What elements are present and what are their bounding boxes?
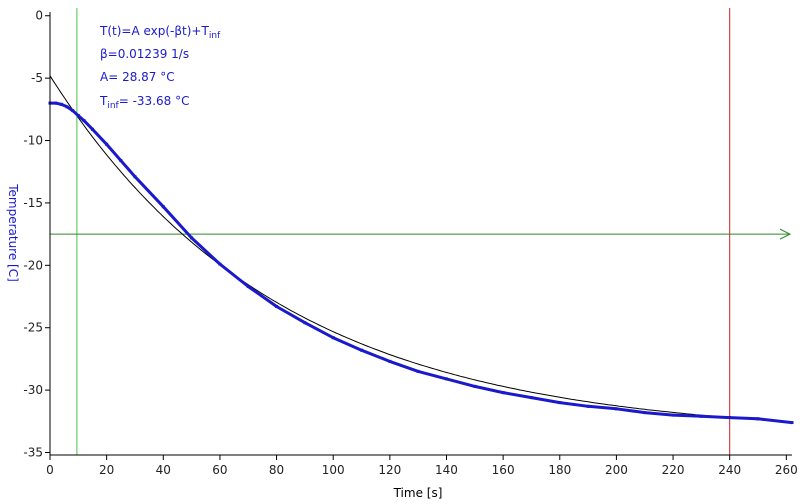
temperature-data-point — [190, 236, 194, 240]
temperature-series-line — [50, 101, 793, 425]
x-tick-label: 180 — [548, 463, 571, 477]
y-tick-label: -5 — [31, 71, 43, 85]
x-tick-label: 100 — [322, 463, 345, 477]
temperature-data-point — [671, 413, 675, 417]
temperature-data-point — [119, 158, 123, 162]
x-tick-label: 260 — [775, 463, 798, 477]
temperature-data-point — [331, 336, 335, 340]
x-tick-label: 20 — [99, 463, 114, 477]
y-tick-label: -10 — [23, 134, 43, 148]
temperature-data-point — [76, 114, 80, 118]
y-axis-title: Temperature [C] — [6, 183, 20, 282]
temperature-data-point — [558, 401, 562, 405]
y-tick-label: -30 — [23, 383, 43, 397]
fit-beta: β=0.01239 1/s — [100, 47, 189, 61]
fit-amplitude: A= 28.87 °C — [100, 70, 175, 84]
ticks-layer: 0 20 40 60 80 100 120 140 160 180 200 220 240 260 0 -5 -… — [23, 9, 797, 477]
temperature-data-point — [614, 407, 618, 411]
x-tick-label: 220 — [662, 463, 685, 477]
temperature-data-point — [275, 305, 279, 309]
fit-tinf: Tinf= -33.68 °C — [99, 94, 189, 111]
temperature-data-point — [161, 205, 165, 209]
x-tick-label: 120 — [378, 463, 401, 477]
temperature-data-point — [790, 421, 794, 425]
temperature-data-point — [59, 102, 63, 106]
temperature-data-point — [90, 127, 94, 131]
temperature-data-point — [416, 369, 420, 373]
temperature-data-point — [218, 262, 222, 266]
temperature-data-point — [360, 348, 364, 352]
fit-formula: T(t)=A exp(-βt)+Tinf — [99, 24, 221, 41]
temperature-data-point — [246, 285, 250, 289]
fit-annotation: T(t)=A exp(-βt)+Tinf β=0.01239 1/s A= 28… — [99, 24, 221, 111]
x-tick-label: 200 — [605, 463, 628, 477]
y-tick-label: -15 — [23, 196, 43, 210]
temperature-data-point — [529, 396, 533, 400]
temperature-data-point — [303, 321, 307, 325]
temperature-data-point — [388, 359, 392, 363]
x-tick-label: 80 — [269, 463, 284, 477]
y-tick-label: -25 — [23, 321, 43, 335]
temperature-data-point — [586, 404, 590, 408]
y-tick-label: -20 — [23, 258, 43, 272]
x-tick-label: 0 — [46, 463, 54, 477]
x-tick-label: 160 — [492, 463, 515, 477]
temperature-data-point — [82, 119, 86, 123]
fit-curve — [49, 75, 793, 423]
temperature-data-point — [133, 175, 137, 179]
cursor-y-arrow — [779, 228, 792, 240]
temperature-data-point — [756, 417, 760, 421]
temperature-data-point — [105, 142, 109, 146]
x-axis-title: Time [s] — [393, 486, 443, 500]
temperature-data-point — [699, 414, 703, 418]
y-tick-label: 0 — [35, 9, 43, 23]
temperature-data-point — [444, 377, 448, 381]
series-layer — [48, 101, 794, 425]
temperature-data-point — [643, 411, 647, 415]
x-tick-label: 240 — [718, 463, 741, 477]
fit-layer — [49, 75, 793, 423]
temperature-data-point — [54, 101, 58, 105]
temperature-data-point — [501, 391, 505, 395]
temperature-data-point — [728, 416, 732, 420]
temperature-data-point — [473, 384, 477, 388]
temperature-data-point — [71, 109, 75, 113]
cursor-layer — [50, 8, 792, 455]
x-tick-label: 60 — [212, 463, 227, 477]
y-tick-label: -35 — [23, 446, 43, 460]
x-tick-label: 40 — [156, 463, 171, 477]
x-tick-label: 140 — [435, 463, 458, 477]
temperature-data-point — [65, 105, 69, 109]
